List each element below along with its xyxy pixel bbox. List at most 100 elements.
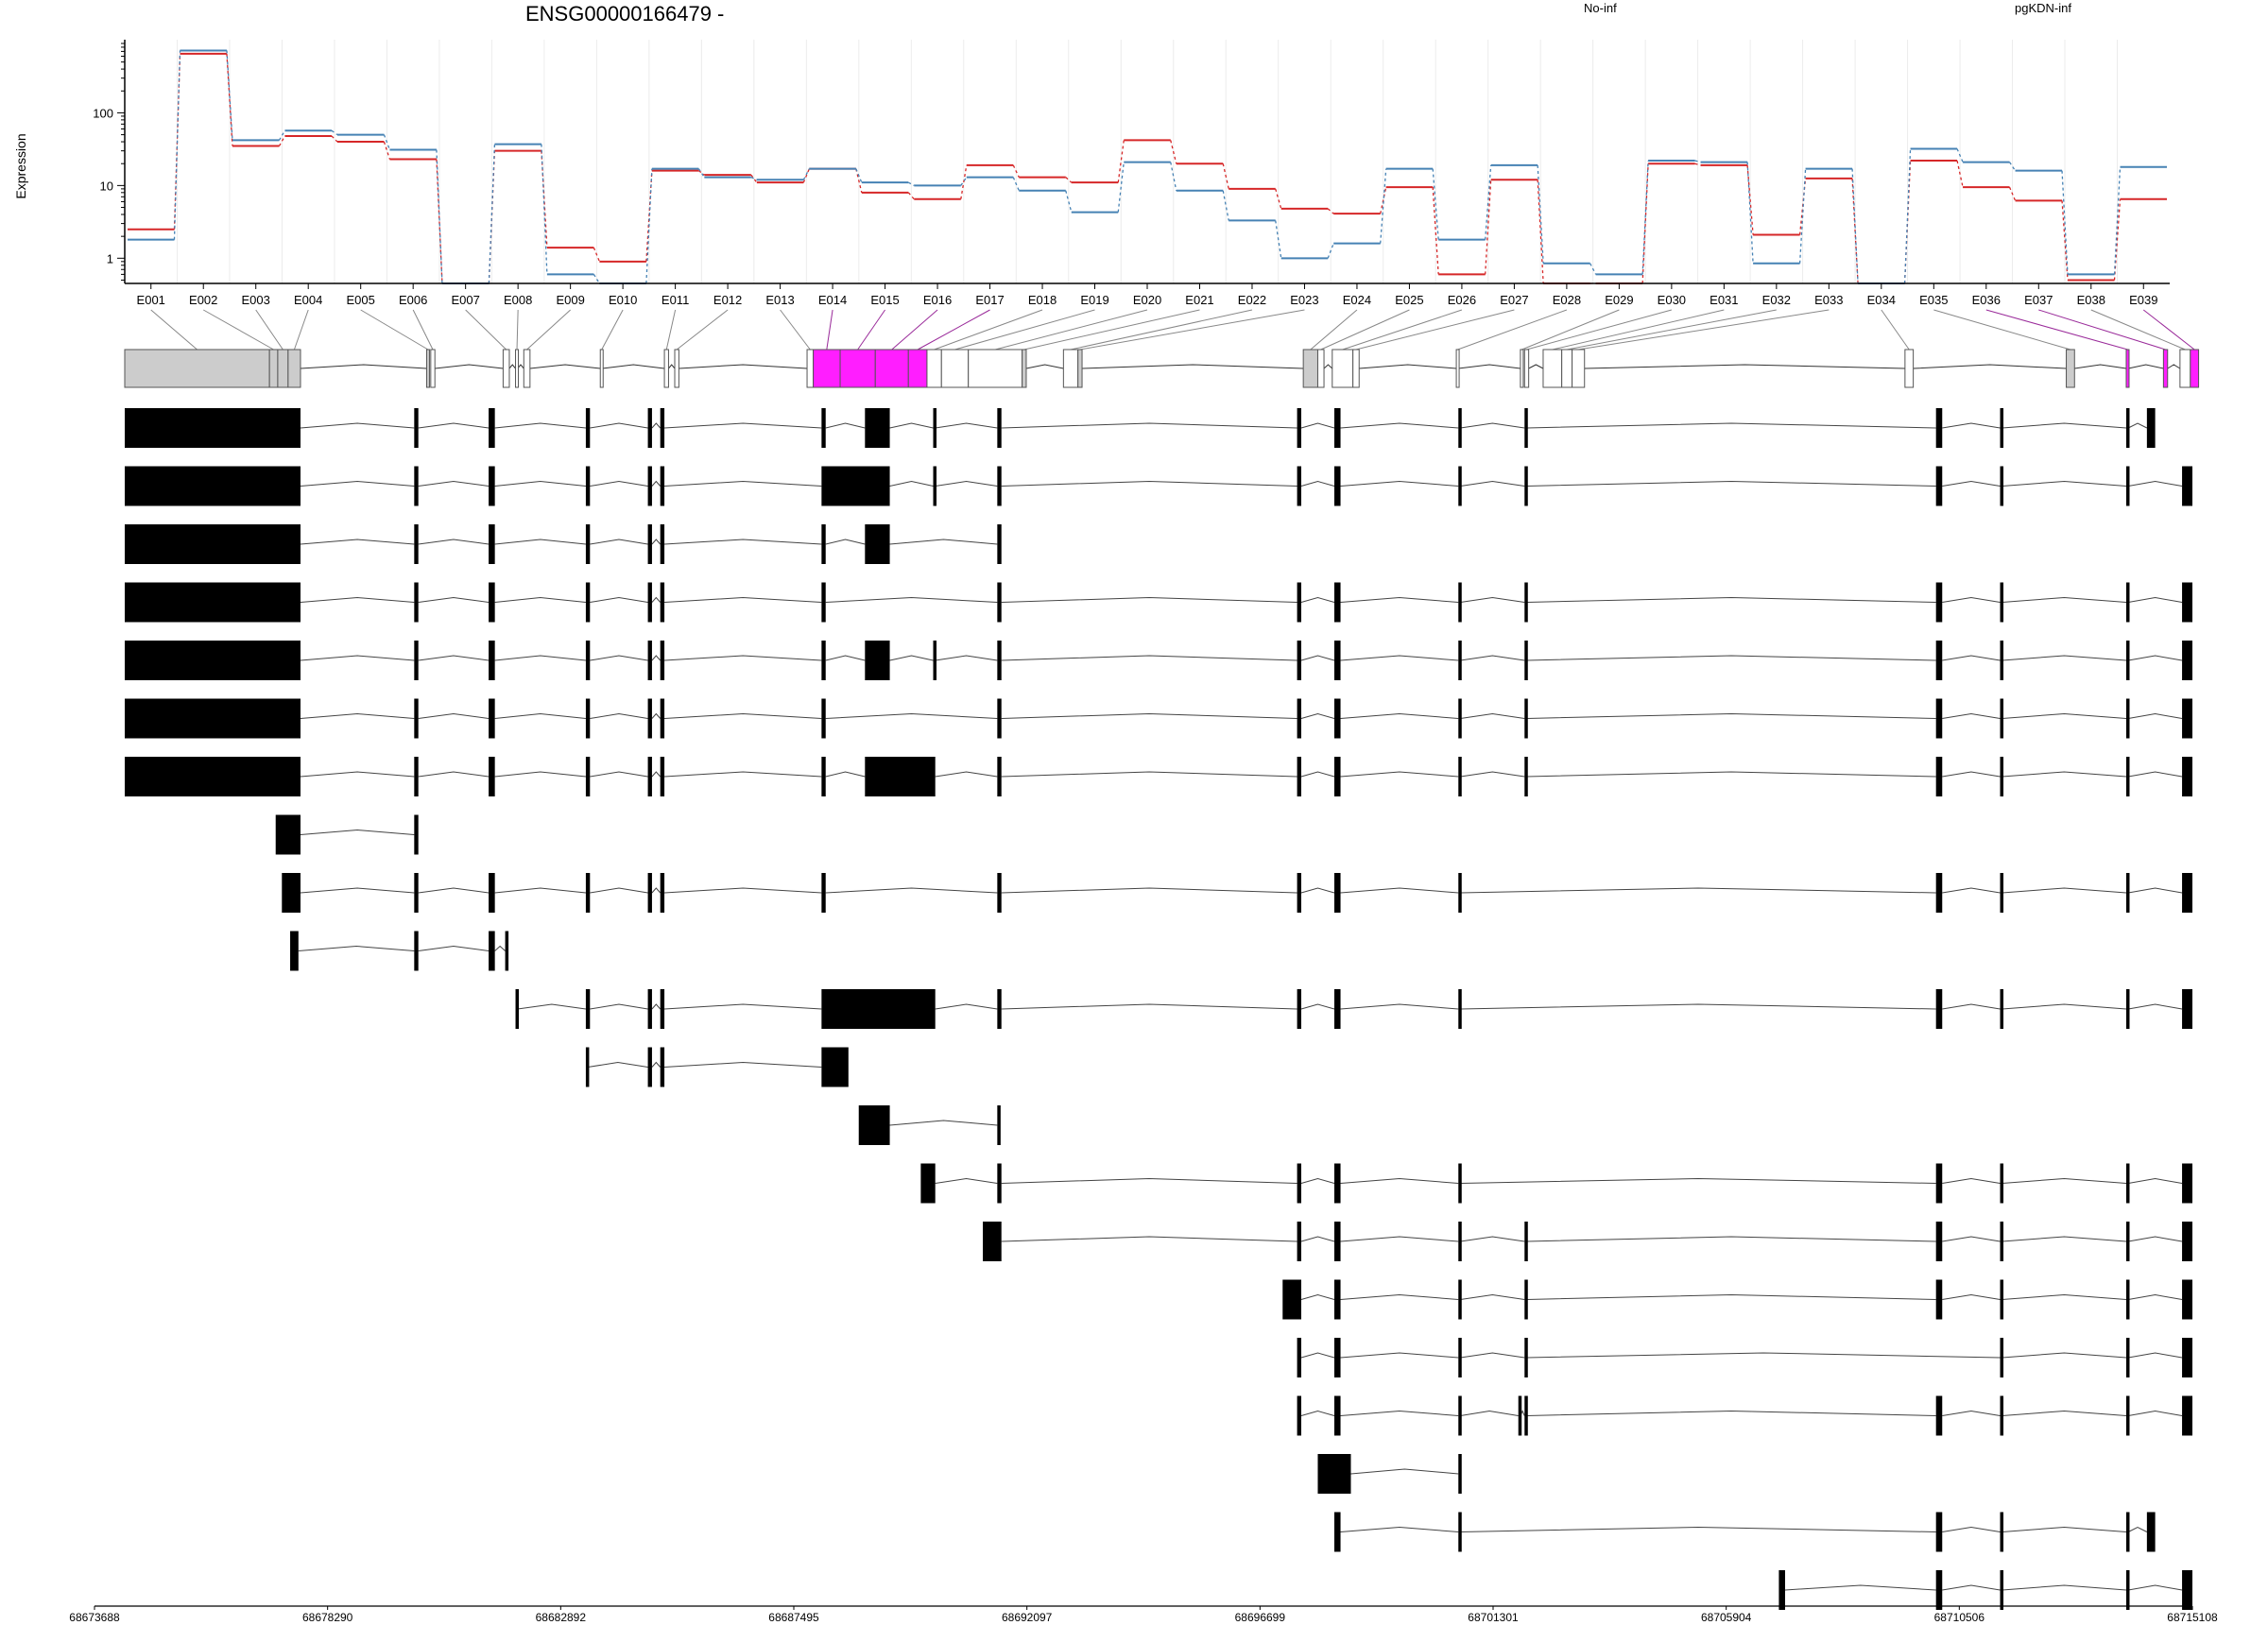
transcript-exon xyxy=(1524,466,1528,506)
transcript-exon xyxy=(2125,698,2130,739)
x-tick-label: E013 xyxy=(765,293,794,307)
series-connector xyxy=(1275,188,1282,210)
transcript-exon xyxy=(2125,582,2130,623)
genomic-tick-label: 68692097 xyxy=(1002,1611,1053,1624)
transcript-intron xyxy=(300,539,998,545)
genomic-tick-label: 68696699 xyxy=(1235,1611,1286,1624)
transcript-exon xyxy=(1458,466,1462,506)
transcript-exon xyxy=(920,1163,936,1204)
legend-no-inf[interactable]: No-inf xyxy=(1584,1,1617,15)
exon-link-line xyxy=(1567,309,1777,351)
transcript-exon xyxy=(660,698,665,739)
transcript-intron xyxy=(300,887,2183,894)
transcript-exon xyxy=(1297,408,1301,448)
genomic-tick-label: 68687495 xyxy=(768,1611,819,1624)
transcript-exon xyxy=(2000,1279,2004,1320)
transcript-16 xyxy=(1282,1279,2192,1320)
transcript-exon xyxy=(821,1047,849,1087)
series-pgKDN-inf xyxy=(128,49,2167,284)
transcript-exon xyxy=(125,641,301,680)
transcript-exon xyxy=(489,931,495,971)
transcript-exon xyxy=(1333,466,1341,506)
series-connector xyxy=(1851,168,1859,284)
exon-link-line xyxy=(1310,309,1358,351)
transcript-exon xyxy=(821,524,826,564)
transcript-exon xyxy=(489,698,495,739)
transcript-exon xyxy=(821,408,826,448)
transcript-exon xyxy=(821,698,826,739)
transcript-exon xyxy=(1297,757,1301,796)
transcript-exon xyxy=(1297,873,1301,913)
transcript-exon xyxy=(585,466,591,506)
x-tick-label: E023 xyxy=(1290,293,1318,307)
gene-model xyxy=(124,349,2200,388)
transcript-exon xyxy=(2125,1395,2130,1436)
transcript-exon xyxy=(2125,466,2130,506)
exon-link-line xyxy=(857,309,885,351)
transcript-exon xyxy=(2182,1395,2192,1436)
transcript-exon xyxy=(1458,1222,1462,1261)
transcript-exon xyxy=(1297,1338,1301,1377)
y-tick-label: 10 xyxy=(100,179,113,193)
exon-link-line xyxy=(780,309,811,351)
transcript-exon xyxy=(125,757,301,796)
transcript-exon xyxy=(647,989,652,1029)
transcript-exon xyxy=(1524,408,1528,448)
transcript-intron xyxy=(1340,1526,2148,1532)
series-No-inf xyxy=(128,52,2167,284)
x-tick-label: E008 xyxy=(504,293,532,307)
transcript-exon xyxy=(997,408,1002,448)
transcript-exon xyxy=(997,698,1002,739)
transcript-intron xyxy=(1300,1352,2183,1359)
x-tick-label: E024 xyxy=(1343,293,1371,307)
transcript-exon xyxy=(1333,1338,1341,1377)
transcript-exon xyxy=(647,1047,652,1087)
gene-exon-E028 xyxy=(1455,349,1460,388)
y-axis: 1 10 100 xyxy=(93,40,126,283)
exon-axis: E001 E002 E003 E004 E005 E006 E007 E008 E009 E010… xyxy=(125,282,2170,307)
transcript-exon xyxy=(660,408,665,448)
exon-link-line xyxy=(2142,309,2195,351)
transcript-exon xyxy=(647,641,652,680)
transcript-exon xyxy=(414,757,419,796)
transcript-exon xyxy=(1935,1222,1943,1261)
transcript-intron xyxy=(1001,1236,2183,1242)
x-tick-label: E007 xyxy=(451,293,479,307)
transcript-exon xyxy=(647,698,652,739)
series-connector xyxy=(1327,208,1334,214)
transcript-exon xyxy=(2182,873,2192,913)
genomic-tick-label: 68678290 xyxy=(302,1611,353,1624)
exon-link-line xyxy=(601,309,624,351)
gene-exon-E039 xyxy=(2190,349,2200,388)
exon-link-line xyxy=(2090,309,2186,351)
series-connector xyxy=(541,144,548,275)
transcript-21 xyxy=(1778,1570,2192,1610)
gene-exon-E019 xyxy=(940,349,970,388)
series-connector xyxy=(1798,168,1807,264)
transcript-exon xyxy=(1935,1395,1943,1436)
exon-link-line xyxy=(1552,309,1725,351)
exon-link-line xyxy=(1355,309,1515,351)
transcript-intron xyxy=(300,771,2183,778)
legend-pgkdn-inf[interactable]: pgKDN-inf xyxy=(2015,1,2071,15)
transcript-exon xyxy=(660,1047,665,1087)
transcript-exon xyxy=(2182,1338,2192,1377)
transcript-9 xyxy=(282,873,2192,913)
x-tick-label: E028 xyxy=(1553,293,1581,307)
y-tick-label: 100 xyxy=(93,106,113,120)
transcript-exon xyxy=(660,641,665,680)
transcript-exon xyxy=(2000,582,2004,623)
transcript-exon xyxy=(1333,1279,1341,1320)
series-connector xyxy=(750,174,758,183)
series-connector xyxy=(331,129,338,136)
x-tick-label: E035 xyxy=(1919,293,1948,307)
transcript-exon xyxy=(2182,582,2192,623)
transcript-exon xyxy=(865,641,890,680)
transcript-exon xyxy=(585,757,591,796)
exon-link-line xyxy=(1881,309,1910,351)
transcript-exon xyxy=(1333,757,1341,796)
transcript-exon xyxy=(414,524,419,564)
transcript-exon xyxy=(125,466,301,506)
transcript-exon xyxy=(489,466,495,506)
gene-exon-E027 xyxy=(1352,349,1360,388)
